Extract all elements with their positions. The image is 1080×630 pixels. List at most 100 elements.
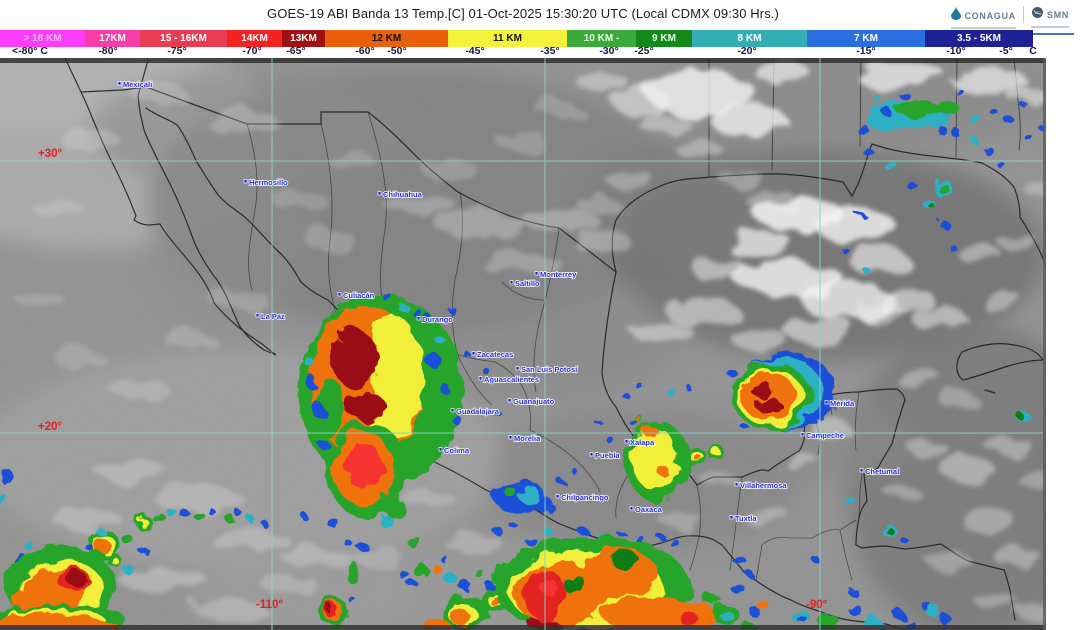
city-label: Chilpancingo bbox=[555, 492, 610, 503]
city-label: Durango bbox=[416, 314, 454, 325]
temperature-tick: -20° bbox=[737, 45, 757, 57]
grid-coordinate-labels: +30° +20° -110° -90° bbox=[38, 148, 828, 611]
legend-segment: 10 KM - bbox=[567, 30, 636, 47]
gulf-coast-us bbox=[611, 143, 1046, 273]
temperature-tick: -25° bbox=[634, 45, 654, 57]
svg-text:Hermosillo: Hermosillo bbox=[249, 178, 288, 187]
svg-text:La Paz: La Paz bbox=[261, 312, 285, 321]
smn-wordmark: SMN bbox=[1046, 10, 1069, 20]
svg-text:Saltillo: Saltillo bbox=[515, 279, 540, 288]
svg-text:Guadalajara: Guadalajara bbox=[456, 407, 500, 416]
city-label: Culiacán bbox=[337, 290, 375, 301]
svg-text:Zacatecas: Zacatecas bbox=[477, 350, 513, 359]
svg-text:Villahermosa: Villahermosa bbox=[740, 481, 787, 490]
temperature-tick: -60° bbox=[355, 45, 375, 57]
cloud-layer bbox=[16, 60, 1046, 618]
altitude-legend: > 18 KM 17KM 15 - 16KM 14KM 13KM 12 KM 11 KM 10… bbox=[0, 30, 1046, 47]
grid-label: -90° bbox=[806, 599, 828, 611]
temperature-tick: -50° bbox=[387, 45, 407, 57]
legend-segment: > 18 KM bbox=[0, 30, 85, 47]
city-label: Mexicali bbox=[117, 79, 153, 90]
svg-text:Tuxtla: Tuxtla bbox=[735, 514, 757, 523]
legend-segment: 15 - 16KM bbox=[140, 30, 227, 47]
city-label: San Luis Potosí bbox=[515, 364, 579, 375]
temperature-tick: -35° bbox=[540, 45, 560, 57]
city-label: La Paz bbox=[255, 311, 286, 322]
smn-tagline bbox=[1030, 26, 1069, 28]
city-label: Mérida bbox=[824, 398, 856, 409]
svg-text:Mérida: Mérida bbox=[830, 399, 855, 408]
svg-text:Campeche: Campeche bbox=[806, 431, 844, 440]
legend-segment: 17KM bbox=[85, 30, 140, 47]
logo-divider bbox=[1022, 6, 1024, 23]
lat-lon-grid bbox=[0, 58, 1043, 630]
city-label: Saltillo bbox=[509, 278, 541, 289]
grid-label: +20° bbox=[38, 421, 63, 433]
conagua-logo: CONAGUA bbox=[951, 6, 1016, 29]
temperature-tick: <-80° C bbox=[11, 45, 49, 57]
city-label: Guanajuato bbox=[507, 396, 555, 407]
legend-segment: 13KM bbox=[282, 30, 325, 47]
city-label: Villahermosa bbox=[734, 480, 788, 491]
legend-segment: 11 KM bbox=[448, 30, 567, 47]
city-label: Hermosillo bbox=[243, 177, 289, 188]
smn-emblem-icon bbox=[1031, 6, 1044, 24]
city-labels: Mexicali Hermosillo Chihuahua La Paz Culiacá… bbox=[117, 79, 900, 524]
temperature-tick: -45° bbox=[465, 45, 485, 57]
svg-text:Oaxaca: Oaxaca bbox=[635, 505, 663, 514]
water-drop-icon bbox=[951, 6, 962, 25]
svg-text:Chetumal: Chetumal bbox=[865, 467, 899, 476]
legend-segment: 8 KM bbox=[692, 30, 807, 47]
city-label: Oaxaca bbox=[629, 504, 663, 515]
temperature-tick: -5° bbox=[999, 45, 1013, 57]
baja-california-coast bbox=[64, 58, 277, 356]
legend-segment: 12 KM bbox=[325, 30, 448, 47]
legend-segment: 9 KM bbox=[636, 30, 692, 47]
cuba-coast bbox=[956, 343, 1045, 394]
city-label: Colima bbox=[438, 445, 471, 456]
temperature-tick: -15° bbox=[856, 45, 876, 57]
city-label: Chihuahua bbox=[377, 189, 423, 200]
svg-text:Puebla: Puebla bbox=[595, 451, 620, 460]
temperature-tick: -75° bbox=[167, 45, 187, 57]
legend-segment: 7 KM bbox=[807, 30, 925, 47]
map-top-edge bbox=[0, 58, 1046, 63]
svg-text:Guanajuato: Guanajuato bbox=[513, 397, 555, 406]
map-right-edge bbox=[1043, 58, 1046, 630]
city-label: Campeche bbox=[800, 430, 845, 441]
legend-segment: 14KM bbox=[227, 30, 282, 47]
city-label: Zacatecas bbox=[471, 349, 514, 360]
svg-text:Mexicali: Mexicali bbox=[123, 80, 152, 89]
map-title: GOES-19 ABI Banda 13 Temp.[C] 01-Oct-202… bbox=[267, 6, 779, 21]
smn-logo: SMN bbox=[1030, 6, 1069, 28]
temperature-tick: C bbox=[1029, 45, 1037, 57]
temperature-tick: -65° bbox=[286, 45, 306, 57]
city-label: Puebla bbox=[589, 450, 621, 461]
city-label: Monterrey bbox=[534, 269, 578, 280]
map-bottom-edge bbox=[0, 625, 1046, 630]
svg-text:Monterrey: Monterrey bbox=[540, 270, 577, 279]
legend-segment: 3.5 - 5KM bbox=[925, 30, 1033, 47]
temperature-tick: -10° bbox=[946, 45, 966, 57]
city-label: Xalapa bbox=[624, 437, 656, 448]
satellite-map: +30° +20° -110° -90° Mexicali Hermosillo Chih… bbox=[0, 58, 1046, 630]
svg-text:Chilpancingo: Chilpancingo bbox=[561, 493, 609, 502]
svg-text:Morelia: Morelia bbox=[514, 434, 541, 443]
conagua-tagline bbox=[951, 27, 1016, 29]
svg-text:Xalapa: Xalapa bbox=[630, 438, 655, 447]
temperature-tick: -30° bbox=[599, 45, 619, 57]
city-label: Aguascalientes bbox=[478, 374, 540, 385]
svg-text:Durango: Durango bbox=[422, 315, 453, 324]
storm-cells bbox=[0, 90, 1043, 630]
svg-text:Culiacán: Culiacán bbox=[343, 291, 375, 300]
temperature-tick: -80° bbox=[98, 45, 118, 57]
grid-label: +30° bbox=[38, 148, 63, 160]
svg-text:Colima: Colima bbox=[444, 446, 470, 455]
city-label: Guadalajara bbox=[450, 406, 501, 417]
svg-text:Chihuahua: Chihuahua bbox=[383, 190, 423, 199]
city-label: Tuxtla bbox=[729, 513, 758, 524]
temperature-scale: <-80° C -80° -75° -70° -65° -60° -50° -45° -35° -… bbox=[0, 45, 1046, 58]
city-label: Chetumal bbox=[859, 466, 900, 477]
city-label: Morelia bbox=[508, 433, 542, 444]
